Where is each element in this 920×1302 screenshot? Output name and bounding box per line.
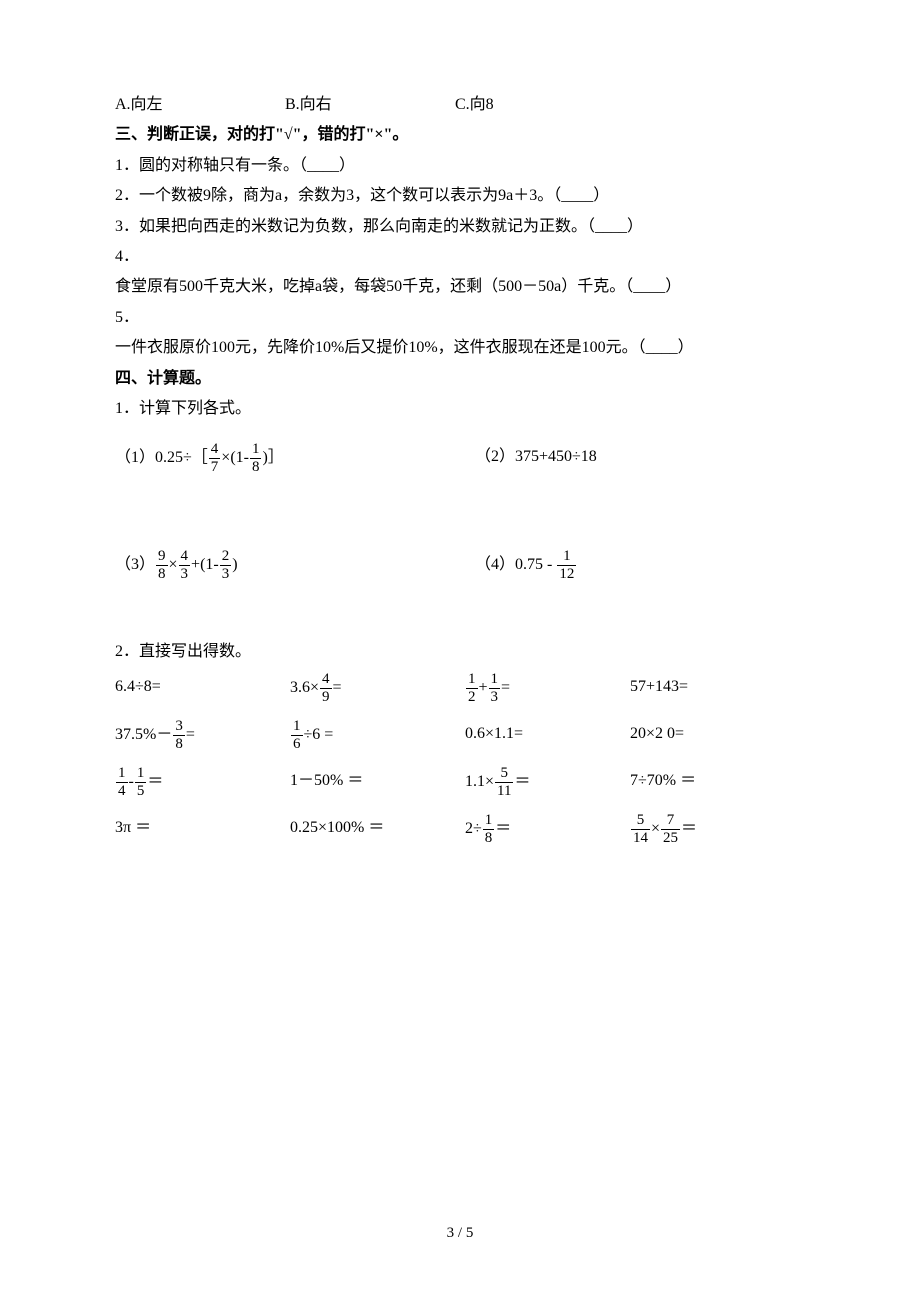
section-4-title: 四、计算题。 <box>115 364 805 394</box>
multiple-choice-options: A.向左 B.向右 C.向8 <box>115 90 805 120</box>
mental-cell: 0.6×1.1= <box>465 719 630 752</box>
frac-1-8: 18 <box>483 813 495 846</box>
frac-1-8: 18 <box>250 442 262 475</box>
s3-q1: 1．圆的对称轴只有一条。（____） <box>115 151 805 181</box>
mental-cell: 2÷18＝ <box>465 813 630 846</box>
frac-5-14: 514 <box>631 813 650 846</box>
mental-cell: 57+143= <box>630 672 688 705</box>
mental-cell: 3.6×49= <box>290 672 465 705</box>
mental-cell: 0.25×100% ＝ <box>290 813 465 846</box>
s3-q2: 2．一个数被9除，商为a，余数为3，这个数可以表示为9a＋3。（____） <box>115 181 805 211</box>
mental-cell: 16÷6 = <box>290 719 465 752</box>
page-number: 3 / 5 <box>0 1219 920 1248</box>
frac-4-3: 43 <box>179 549 191 582</box>
s3-q5: 一件衣服原价100元，先降价10%后又提价10%，这件衣服现在还是100元。（_… <box>115 333 805 363</box>
option-c: C.向8 <box>455 90 494 120</box>
p4-pre: （4）0.75 - <box>475 556 556 573</box>
p3-b: +(1- <box>191 556 219 573</box>
p1-mid: ×(1- <box>221 449 249 466</box>
mental-cell: 3π ＝ <box>115 813 290 846</box>
frac-1-3: 13 <box>489 672 501 705</box>
s3-q4: 食堂原有500千克大米，吃掉a袋，每袋50千克，还剩（500－50a）千克。（_… <box>115 272 805 302</box>
frac-1-4: 14 <box>116 766 128 799</box>
p3-pre: （3） <box>115 556 155 573</box>
s4-q2: 2．直接写出得数。 <box>115 637 805 667</box>
mental-cell: 514×725＝ <box>630 813 697 846</box>
section-3-title: 三、判断正误，对的打"√"，错的打"×"。 <box>115 120 805 150</box>
p1-post: )］ <box>262 449 283 466</box>
frac-3-8: 38 <box>173 719 185 752</box>
mental-cell: 12+13= <box>465 672 630 705</box>
mental-cell: 37.5%－38= <box>115 719 290 752</box>
mental-cell: 14-15＝ <box>115 766 290 799</box>
frac-7-25: 725 <box>661 813 680 846</box>
frac-1-12: 112 <box>557 549 576 582</box>
s4-q1: 1．计算下列各式。 <box>115 394 805 424</box>
p3-a: × <box>169 556 178 573</box>
frac-1-5: 15 <box>135 766 147 799</box>
p3-c: ) <box>232 556 237 573</box>
frac-4-9: 49 <box>320 672 332 705</box>
option-a: A.向左 <box>115 90 285 120</box>
s3-q5-num: 5． <box>115 303 805 333</box>
p1-pre: （1）0.25÷［ <box>115 449 208 466</box>
mental-cell: 7÷70% ＝ <box>630 766 696 799</box>
calc-problem-3: （3）98×43+(1-23) <box>115 549 475 582</box>
frac-2-3: 23 <box>220 549 232 582</box>
mental-cell: 6.4÷8= <box>115 672 290 705</box>
frac-1-2: 12 <box>466 672 478 705</box>
mental-cell: 1.1×511＝ <box>465 766 630 799</box>
calc-problem-1: （1）0.25÷［47×(1-18)］ <box>115 442 475 475</box>
frac-1-6: 16 <box>291 719 303 752</box>
frac-4-7: 47 <box>209 442 221 475</box>
frac-9-8: 98 <box>156 549 168 582</box>
calc-problem-4: （4）0.75 - 112 <box>475 549 577 582</box>
calc-problem-2: （2）375+450÷18 <box>475 442 597 475</box>
frac-5-11: 511 <box>495 766 513 799</box>
mental-cell: 1－50% ＝ <box>290 766 465 799</box>
s3-q4-num: 4． <box>115 242 805 272</box>
s3-q3: 3．如果把向西走的米数记为负数，那么向南走的米数就记为正数。（____） <box>115 212 805 242</box>
mental-math-grid: 6.4÷8=3.6×49=12+13=57+143= 37.5%－38=16÷6 … <box>115 672 805 846</box>
mental-cell: 20×2 0= <box>630 719 684 752</box>
option-b: B.向右 <box>285 90 455 120</box>
